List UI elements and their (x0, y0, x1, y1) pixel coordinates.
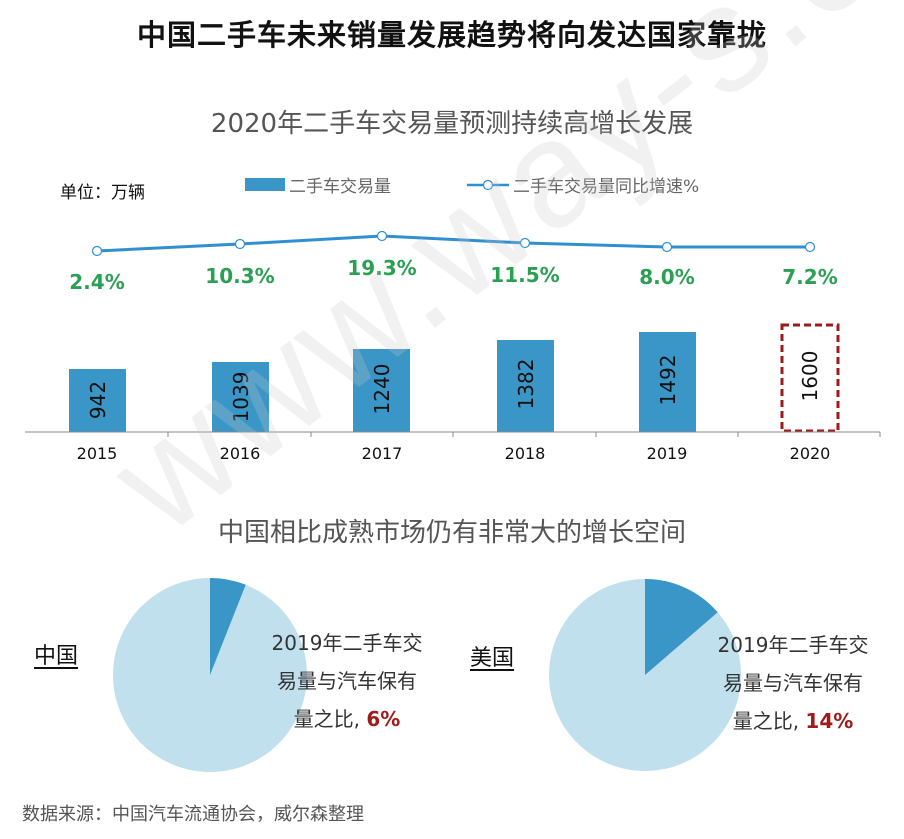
pie-charts (113, 578, 741, 772)
bar-value-2018: 1382 (514, 358, 538, 410)
bar-value-2016: 1039 (229, 371, 253, 423)
china-ratio-value: 6% (366, 707, 401, 731)
bar-2016 (212, 362, 269, 432)
bar-2018 (497, 340, 554, 432)
year-label-2015: 2015 (76, 444, 118, 463)
growth-label-2017: 19.3% (347, 256, 417, 280)
growth-label-2019: 8.0% (639, 265, 695, 289)
usa-pie-annotation: 2019年二手车交 易量与汽车保有 量之比, 14% (717, 633, 869, 733)
year-label-2019: 2019 (646, 444, 688, 463)
growth-label-2016: 10.3% (205, 264, 275, 288)
year-label-2018: 2018 (504, 444, 546, 463)
unit-label: 单位：万辆 (60, 183, 145, 203)
year-label-2016: 2016 (219, 444, 261, 463)
usa-label: 美国 (470, 646, 515, 671)
legend-bar: 二手车交易量 (245, 172, 391, 197)
china-pie-annotation: 2019年二手车交 易量与汽车保有 量之比, 6% (271, 631, 423, 731)
bar-swatch-icon (245, 178, 285, 191)
pie-section-title: 中国相比成熟市场仍有非常大的增长空间 (217, 518, 686, 548)
year-label-2017: 2017 (361, 444, 403, 463)
main-title: 中国二手车未来销量发展趋势将向发达国家靠拢 (136, 18, 767, 52)
growth-label-2015: 2.4% (69, 270, 125, 294)
legend-line: 二手车交易量同比增速% (467, 172, 699, 197)
china-label: 中国 (34, 644, 79, 669)
legend-bar-label: 二手车交易量 (289, 177, 391, 197)
bar-chart-title: 2020年二手车交易量预测持续高增长发展 (210, 109, 694, 139)
bar-2020-forecast (780, 323, 840, 433)
bar-value-2017: 1240 (370, 363, 394, 415)
usa-ratio-value: 14% (805, 709, 854, 733)
bar-2015 (69, 369, 126, 432)
line-marker-icon (467, 179, 509, 190)
data-source: 数据来源：中国汽车流通协会，威尔森整理 (22, 804, 364, 825)
bar-value-2019: 1492 (656, 354, 680, 406)
bar-value-2020: 1600 (798, 350, 822, 402)
legend-line-label: 二手车交易量同比增速% (513, 177, 700, 197)
bar-line-chart (25, 230, 881, 437)
usa-pie-slice (645, 579, 718, 675)
growth-label-2020: 7.2% (782, 265, 838, 289)
bar-value-2015: 942 (86, 380, 110, 420)
bar-2019 (639, 332, 696, 432)
growth-line (96, 234, 810, 253)
bar-2017 (353, 349, 410, 432)
china-pie-slice (210, 578, 246, 675)
year-label-2020: 2020 (789, 444, 831, 463)
growth-label-2018: 11.5% (490, 263, 560, 287)
